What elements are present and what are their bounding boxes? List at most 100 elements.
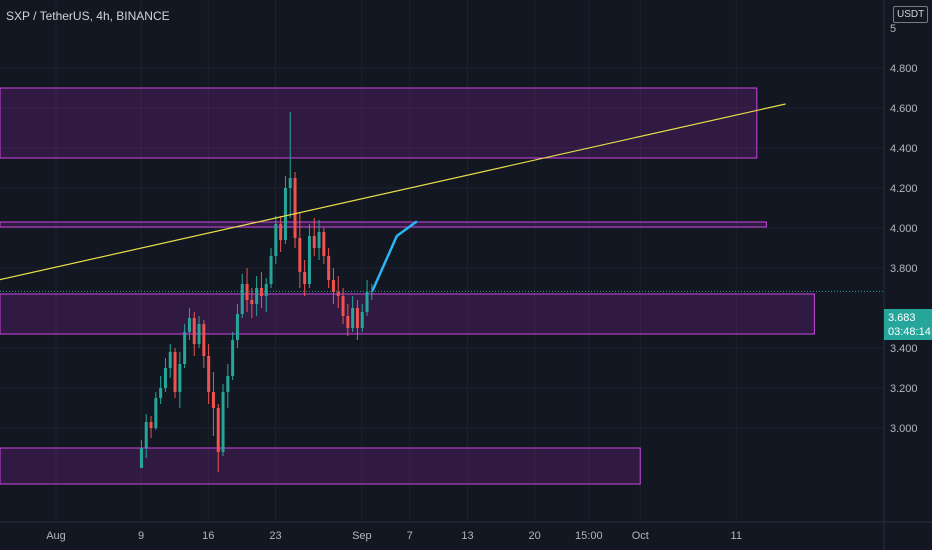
currency-badge[interactable]: USDT bbox=[893, 6, 929, 23]
candle-body bbox=[216, 408, 220, 452]
candle-body bbox=[154, 398, 158, 428]
x-tick-label: 15:00 bbox=[575, 530, 603, 542]
x-tick-label: 7 bbox=[407, 530, 413, 542]
candle-body bbox=[207, 356, 211, 392]
candle-body bbox=[307, 236, 311, 284]
y-tick-label: 5 bbox=[890, 23, 896, 35]
candle bbox=[298, 212, 302, 288]
candle-body bbox=[144, 422, 148, 448]
y-tick-label: 3.400 bbox=[890, 343, 918, 355]
candle bbox=[250, 288, 254, 318]
candle bbox=[183, 324, 187, 368]
candle-body bbox=[269, 256, 273, 284]
candle bbox=[163, 358, 167, 392]
candle-body bbox=[355, 308, 359, 328]
candle bbox=[216, 404, 220, 472]
candle-body bbox=[149, 422, 153, 428]
price-zone bbox=[0, 87, 758, 159]
candle bbox=[322, 228, 326, 264]
x-tick-label: 16 bbox=[202, 530, 214, 542]
candle-body bbox=[231, 340, 235, 376]
candle-body bbox=[183, 332, 187, 364]
candle bbox=[240, 274, 244, 318]
candle-body bbox=[226, 376, 230, 392]
candle bbox=[360, 304, 364, 332]
candle bbox=[202, 320, 206, 368]
candle bbox=[221, 384, 225, 456]
candle bbox=[149, 416, 153, 438]
last-price-value: 3.683 bbox=[888, 312, 916, 324]
candle-body bbox=[341, 296, 345, 316]
candle bbox=[279, 216, 283, 252]
candle-body bbox=[259, 288, 263, 296]
candles bbox=[139, 112, 374, 472]
candle-body bbox=[139, 448, 143, 468]
y-tick-label: 3.800 bbox=[890, 263, 918, 275]
candle bbox=[154, 392, 158, 430]
x-tick-label: 9 bbox=[138, 530, 144, 542]
candle bbox=[259, 272, 263, 308]
x-tick-label: 11 bbox=[731, 530, 742, 542]
candle-body bbox=[221, 392, 225, 452]
grid bbox=[0, 0, 884, 522]
candle-body bbox=[346, 316, 350, 328]
candle bbox=[269, 248, 273, 288]
candle-body bbox=[163, 368, 167, 388]
trendline bbox=[0, 103, 786, 281]
y-tick-label: 3.000 bbox=[890, 423, 918, 435]
candle bbox=[317, 220, 321, 260]
candle bbox=[351, 296, 355, 332]
candle-body bbox=[331, 280, 335, 292]
candle-body bbox=[168, 352, 172, 368]
candle-body bbox=[336, 292, 340, 296]
candle bbox=[307, 224, 311, 288]
candle bbox=[293, 172, 297, 248]
candle bbox=[178, 352, 182, 408]
candle bbox=[264, 278, 268, 312]
candle bbox=[283, 176, 287, 244]
y-tick-label: 4.800 bbox=[890, 63, 918, 75]
candle-body bbox=[202, 324, 206, 356]
y-tick-label: 4.400 bbox=[890, 143, 918, 155]
candle-body bbox=[293, 178, 297, 238]
candle-body bbox=[159, 388, 163, 398]
candle bbox=[159, 376, 163, 404]
candle bbox=[144, 414, 148, 458]
candle-body bbox=[192, 318, 196, 344]
candle bbox=[327, 248, 331, 288]
candle-body bbox=[365, 292, 369, 312]
symbol-title[interactable]: SXP / TetherUS, 4h, BINANCE bbox=[6, 9, 170, 23]
candle bbox=[355, 300, 359, 340]
candle-body bbox=[178, 364, 182, 392]
x-tick-label: 13 bbox=[461, 530, 473, 542]
candle-body bbox=[288, 178, 292, 188]
candle bbox=[226, 364, 230, 408]
projection-path bbox=[371, 220, 418, 292]
candle bbox=[303, 260, 307, 296]
candle-body bbox=[360, 312, 364, 328]
y-tick-label: 4.200 bbox=[890, 183, 918, 195]
candle-body bbox=[327, 256, 331, 280]
candle-body bbox=[322, 232, 326, 256]
candle bbox=[255, 276, 259, 316]
candle bbox=[231, 332, 235, 380]
supply-demand-zones bbox=[0, 87, 815, 485]
candle-body bbox=[173, 352, 177, 392]
price-zone bbox=[0, 293, 815, 335]
last-price-badge: 3.683 03:48:14 bbox=[884, 309, 932, 340]
y-tick-label: 4.600 bbox=[890, 103, 918, 115]
candle-body bbox=[317, 232, 321, 248]
candle bbox=[211, 372, 215, 436]
candle bbox=[139, 440, 143, 468]
candle-body bbox=[279, 224, 283, 240]
candle-body bbox=[274, 224, 278, 256]
candle-body bbox=[211, 392, 215, 408]
candle bbox=[245, 268, 249, 312]
y-tick-label: 4.000 bbox=[890, 223, 918, 235]
candle-body bbox=[197, 324, 201, 344]
candle bbox=[197, 316, 201, 348]
candle-body bbox=[303, 272, 307, 284]
